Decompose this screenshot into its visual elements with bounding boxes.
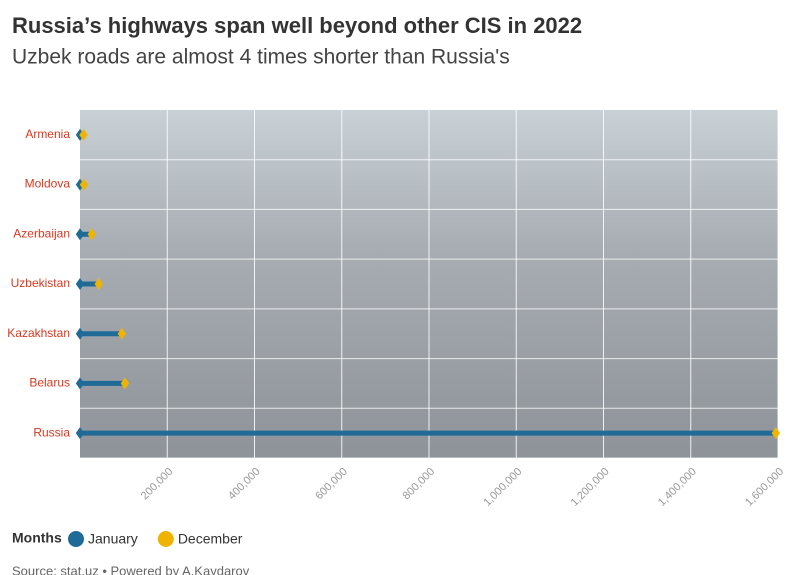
y-tick-label: Kazakhstan bbox=[7, 326, 70, 340]
legend-title: Months bbox=[12, 530, 62, 546]
marker-december bbox=[87, 228, 96, 241]
x-tick-label: 1,000,000 bbox=[481, 466, 524, 509]
x-tick-label: 600,000 bbox=[313, 466, 350, 503]
legend-swatch bbox=[157, 531, 174, 547]
y-tick-label: Belarus bbox=[29, 376, 70, 390]
marker-december bbox=[771, 427, 781, 440]
marker-december bbox=[117, 327, 127, 340]
marker-january bbox=[75, 377, 85, 390]
y-tick-label: Russia bbox=[33, 425, 70, 439]
x-tick-label: 400,000 bbox=[226, 466, 263, 503]
marker-january bbox=[75, 327, 85, 340]
x-tick-label: 1,200,000 bbox=[569, 466, 612, 509]
marker-december bbox=[79, 178, 89, 191]
y-tick-label: Azerbaijan bbox=[13, 226, 70, 240]
x-tick-label: 1,600,000 bbox=[743, 466, 786, 509]
marker-december bbox=[79, 128, 88, 141]
legend-label: December bbox=[178, 531, 243, 547]
marker-december bbox=[94, 278, 103, 290]
y-tick-label: Moldova bbox=[25, 177, 71, 191]
y-tick-label: Armenia bbox=[25, 127, 70, 141]
marker-december bbox=[120, 377, 130, 390]
chart-subtitle: Uzbek roads are almost 4 times shorter t… bbox=[12, 46, 510, 69]
y-tick-label: Uzbekistan bbox=[11, 276, 70, 290]
chart-title: Russia’s highways span well beyond other… bbox=[12, 13, 582, 38]
marker-january bbox=[75, 228, 85, 241]
x-tick-label: 200,000 bbox=[139, 466, 176, 503]
marker-january bbox=[75, 278, 85, 290]
legend-label: January bbox=[88, 531, 138, 547]
x-tick-label: 1,400,000 bbox=[656, 466, 699, 509]
x-tick-label: 800,000 bbox=[401, 466, 438, 503]
marker-january bbox=[75, 427, 85, 440]
source-note: Source: stat.uz • Powered by A.Kaydarov bbox=[12, 563, 250, 575]
legend-swatch bbox=[68, 531, 84, 547]
